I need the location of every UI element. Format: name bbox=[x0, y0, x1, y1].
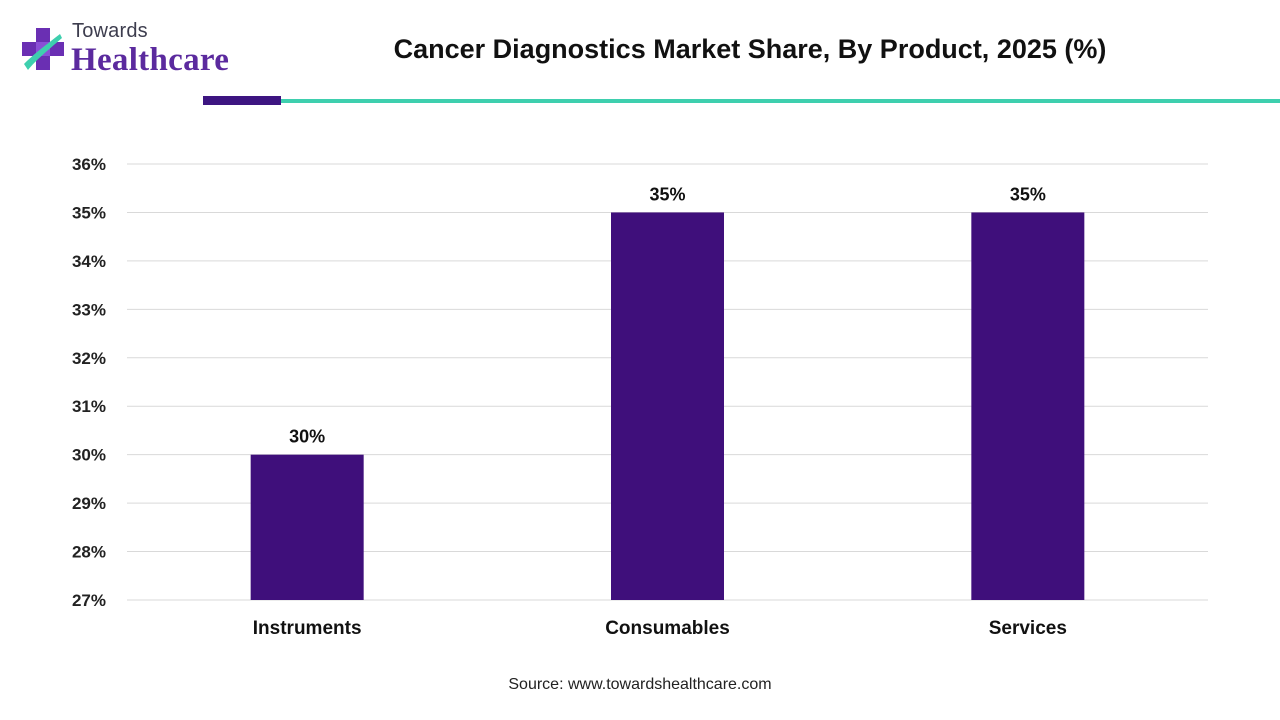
bar-consumables bbox=[611, 212, 724, 600]
y-tick-label: 35% bbox=[72, 203, 106, 222]
header-rule-dark bbox=[203, 96, 281, 105]
x-axis-ticks: Instruments Consumables Services bbox=[253, 618, 1067, 639]
y-tick-label: 36% bbox=[72, 155, 106, 174]
bar-value-label: 30% bbox=[289, 427, 325, 447]
chart-title: Cancer Diagnostics Market Share, By Prod… bbox=[393, 34, 1107, 64]
header-rule-teal bbox=[281, 99, 1280, 103]
x-tick-label: Instruments bbox=[253, 618, 362, 639]
y-axis-ticks: 27% 28% 29% 30% 31% 32% 33% 34% 35% 36% bbox=[72, 155, 106, 610]
x-tick-label: Services bbox=[989, 618, 1067, 639]
bar-services bbox=[971, 212, 1085, 600]
logo-text-towards: Towards bbox=[72, 20, 148, 42]
bar-instruments bbox=[250, 454, 364, 600]
y-tick-label: 33% bbox=[72, 300, 106, 319]
x-tick-label: Consumables bbox=[605, 618, 730, 639]
y-tick-label: 30% bbox=[72, 446, 106, 465]
bar-value-label: 35% bbox=[1010, 184, 1046, 204]
logo-text-healthcare: Healthcare bbox=[71, 42, 230, 78]
y-tick-label: 28% bbox=[72, 543, 106, 562]
bar-value-label: 35% bbox=[649, 184, 685, 204]
y-tick-label: 34% bbox=[72, 252, 106, 271]
brand-logo: Towards Healthcare bbox=[20, 18, 240, 88]
y-tick-label: 32% bbox=[72, 349, 106, 368]
source-note: Source: www.towardshealthcare.com bbox=[508, 676, 772, 693]
y-tick-label: 31% bbox=[72, 397, 106, 416]
bar-value-labels: 30% 35% 35% bbox=[289, 184, 1046, 446]
y-tick-label: 29% bbox=[72, 494, 106, 513]
bars bbox=[250, 212, 1085, 600]
medical-cross-icon bbox=[22, 28, 64, 70]
y-tick-label: 27% bbox=[72, 591, 106, 610]
